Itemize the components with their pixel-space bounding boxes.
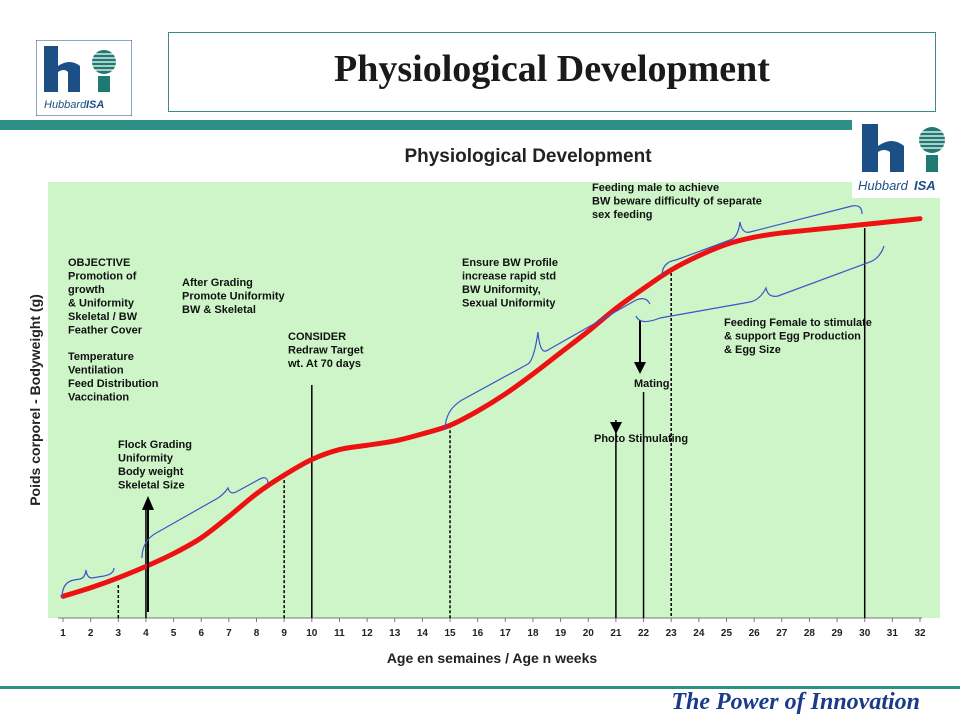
x-tick-label: 6 xyxy=(198,628,204,639)
slide-title: Physiological Development xyxy=(334,48,770,90)
bottom-divider xyxy=(0,686,960,689)
x-tick-label: 29 xyxy=(832,628,844,639)
logo-text: Hubbard xyxy=(44,99,87,111)
x-tick-label: 8 xyxy=(254,628,260,639)
annotation-ensure-bw: Ensure BW Profile increase rapid std BW Un… xyxy=(462,257,558,310)
x-tick-label: 4 xyxy=(143,628,149,639)
arrow-down-icon xyxy=(610,422,622,434)
x-tick-label: 14 xyxy=(417,628,429,639)
x-tick-label: 19 xyxy=(555,628,567,639)
annotation-feeding-female: Feeding Female to stimulate & support Egg… xyxy=(724,317,872,356)
x-tick-label: 24 xyxy=(693,628,705,639)
x-tick-label: 9 xyxy=(281,628,287,639)
y-axis-label: Poids corporel - Bodyweight (g) xyxy=(27,294,43,506)
top-divider xyxy=(0,120,960,130)
x-tick-label: 23 xyxy=(666,628,678,639)
annotation-feeding-male: Feeding male to achieve BW beware difficu… xyxy=(592,182,762,221)
x-tick-label: 17 xyxy=(500,628,512,639)
marker-label-week-10: CONSIDER Redraw Target wt. At 70 days xyxy=(287,331,364,370)
x-tick-label: 28 xyxy=(804,628,816,639)
x-tick-label: 16 xyxy=(472,628,484,639)
annotation-braces xyxy=(61,205,885,599)
globe-icon xyxy=(92,50,116,92)
x-tick-label: 13 xyxy=(389,628,401,639)
chart-title: Physiological Development xyxy=(404,146,652,167)
x-tick-label: 18 xyxy=(527,628,539,639)
annotation-after-grading: After Grading Promote Uniformity BW & Skel… xyxy=(182,277,286,316)
globe-icon xyxy=(919,127,945,172)
slide-title-box: Physiological Development xyxy=(168,32,936,112)
x-tick-label: 11 xyxy=(334,628,345,639)
marker-label-week-4: Flock Grading Uniformity Body weight Skelet… xyxy=(118,439,192,492)
x-tick-label: 7 xyxy=(226,628,232,639)
x-tick-label: 30 xyxy=(859,628,871,639)
logo-text-isa: ISA xyxy=(914,178,936,193)
x-axis-label: Age en semaines / Age n weeks xyxy=(387,650,598,666)
arrow-down-icon xyxy=(634,320,646,374)
hubbard-isa-logo-small: Hubbard ISA xyxy=(852,118,960,198)
week-markers xyxy=(117,228,866,618)
footer-tagline: The Power of Innovation xyxy=(671,689,920,715)
x-tick-label: 21 xyxy=(610,628,622,639)
x-tick-label: 5 xyxy=(171,628,177,639)
x-tick-label: 26 xyxy=(749,628,761,639)
x-tick-label: 20 xyxy=(583,628,595,639)
bodyweight-curve xyxy=(60,216,923,599)
x-tick-label: 2 xyxy=(88,628,94,639)
logo-text-isa: ISA xyxy=(86,99,104,111)
x-tick-label: 22 xyxy=(638,628,650,639)
x-tick-label: 31 xyxy=(887,628,899,639)
marker-label-week-22: Mating xyxy=(634,378,669,390)
arrow-up-icon xyxy=(142,496,154,612)
x-tick-label: 27 xyxy=(776,628,788,639)
x-tick-label: 12 xyxy=(362,628,374,639)
x-tick-label: 3 xyxy=(116,628,122,639)
hubbard-isa-logo: Hubbard ISA xyxy=(36,40,132,116)
marker-label-week-21: Photo Stimulating xyxy=(594,433,688,445)
annotation-objective: OBJECTIVE Promotion of growth & Uniformity S… xyxy=(68,257,143,337)
x-tick-label: 15 xyxy=(444,628,456,639)
x-ticks: 1 2 3 4 5 6 7 8 9 10 11 12 13 14 15 16 17 18 19 20 21 22 23 24 2… xyxy=(60,618,926,639)
x-tick-label: 25 xyxy=(721,628,733,639)
logo-text: Hubbard xyxy=(858,178,909,193)
physiological-development-chart: Physiological Development Age en semaine… xyxy=(27,146,940,666)
x-tick-label: 1 xyxy=(60,628,66,639)
x-tick-label: 10 xyxy=(306,628,318,639)
annotation-consider-list: Temperature Ventilation Feed Distribution V… xyxy=(68,351,159,404)
x-tick-label: 32 xyxy=(914,628,926,639)
